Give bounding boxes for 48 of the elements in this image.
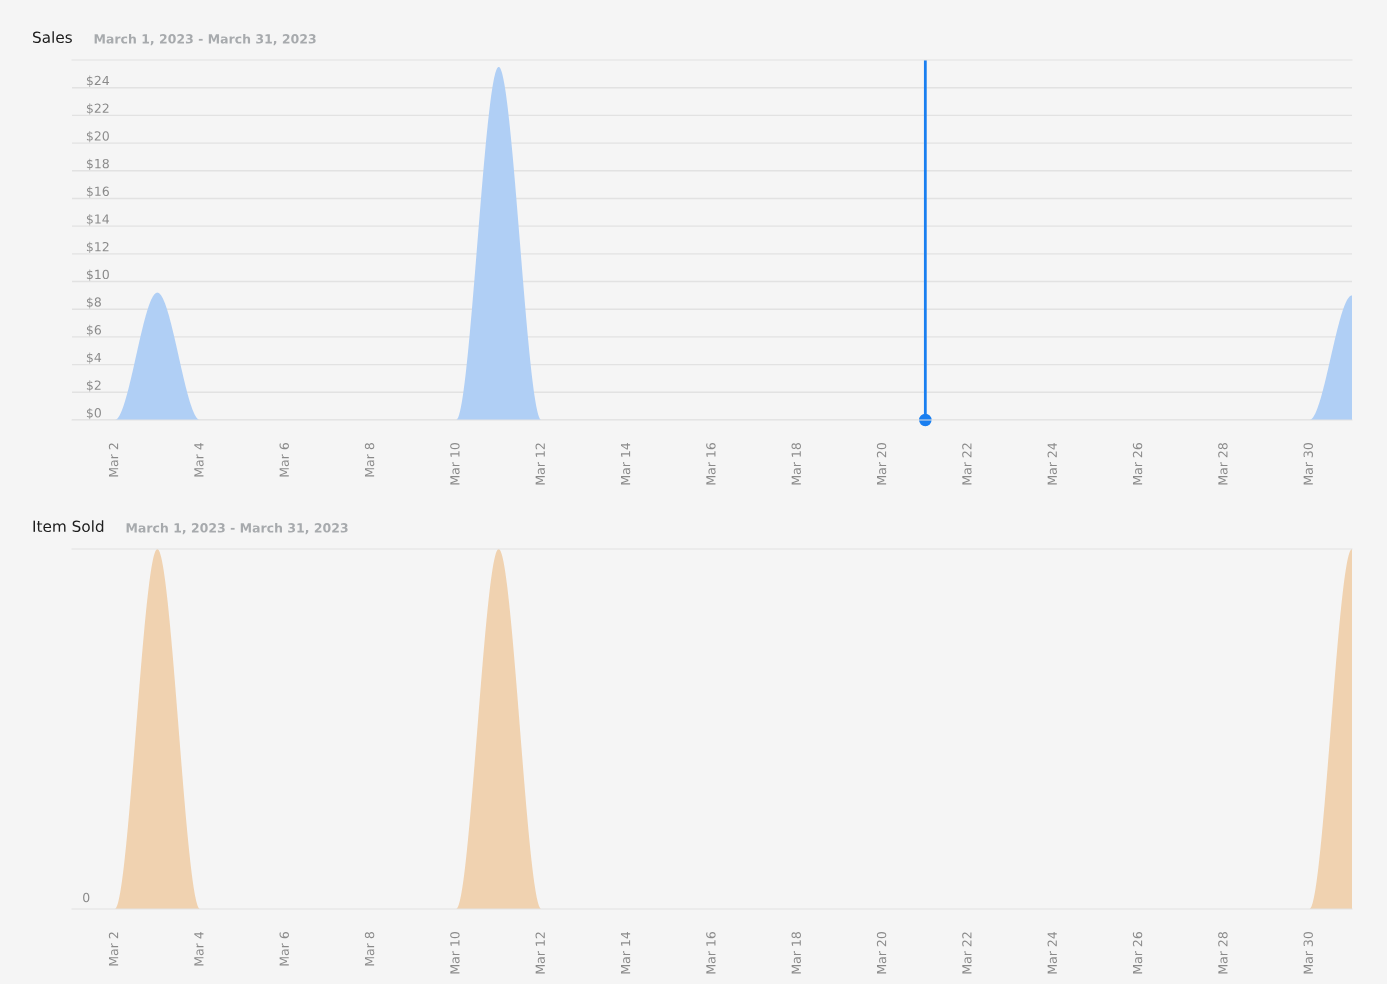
x-tick-label: Mar 30 [1303, 443, 1313, 485]
y-tick-label: $24 [86, 75, 110, 87]
chart-title: Sales [33, 31, 72, 44]
y-tick-label: $20 [86, 130, 109, 143]
y-tick-label: $2 [86, 380, 101, 392]
x-tick-label: Mar 2 [108, 932, 119, 966]
y-tick-label: $22 [86, 103, 109, 115]
x-tick-label: Mar 24 [1047, 442, 1057, 485]
x-tick-label: Mar 30 [1303, 932, 1313, 974]
x-tick-label: Mar 16 [706, 443, 716, 485]
x-tick-label: Mar 14 [621, 442, 631, 485]
chart-subtitle: March 1, 2023 - March 31, 2023 [126, 522, 348, 535]
x-tick-label: Mar 8 [364, 443, 375, 477]
y-tick-label: $0 [86, 407, 101, 420]
y-tick-label: $10 [86, 269, 109, 281]
x-tick-label: Mar 20 [876, 443, 887, 485]
chart-title: Item Sold [33, 520, 104, 533]
y-tick-label: $16 [86, 186, 109, 198]
x-tick-label: Mar 6 [279, 443, 289, 477]
x-tick-label: Mar 10 [450, 443, 460, 485]
x-tick-label: Mar 2 [108, 443, 119, 477]
x-tick-label: Mar 18 [791, 932, 801, 974]
x-tick-label: Mar 10 [450, 932, 460, 974]
x-tick-label: Mar 14 [621, 931, 631, 974]
x-tick-label: Mar 20 [876, 932, 887, 974]
chart-subtitle: March 1, 2023 - March 31, 2023 [94, 33, 316, 46]
x-tick-label: Mar 12 [535, 443, 545, 485]
y-tick-label: $6 [86, 324, 102, 337]
x-tick-label: Mar 4 [194, 442, 204, 477]
x-tick-label: Mar 12 [535, 932, 545, 974]
y-tick-label: $18 [86, 158, 109, 171]
x-tick-label: Mar 22 [962, 932, 972, 974]
x-tick-label: Mar 18 [791, 443, 801, 485]
x-tick-label: Mar 22 [962, 443, 972, 485]
y-tick-label: $12 [86, 241, 109, 254]
annotation: 0 [83, 892, 90, 903]
y-tick-label: $14 [86, 214, 110, 226]
x-tick-label: Mar 8 [364, 932, 375, 966]
x-tick-label: Mar 28 [1218, 932, 1228, 974]
x-tick-label: Mar 26 [1132, 443, 1143, 485]
x-tick-label: Mar 6 [279, 932, 289, 966]
x-tick-label: Mar 24 [1047, 931, 1057, 974]
y-tick-label: $8 [86, 297, 101, 309]
x-tick-label: Mar 16 [706, 932, 716, 974]
x-tick-label: Mar 4 [194, 931, 204, 966]
y-tick-label: $4 [86, 352, 102, 364]
x-tick-label: Mar 26 [1132, 932, 1143, 974]
x-tick-label: Mar 28 [1218, 443, 1228, 485]
